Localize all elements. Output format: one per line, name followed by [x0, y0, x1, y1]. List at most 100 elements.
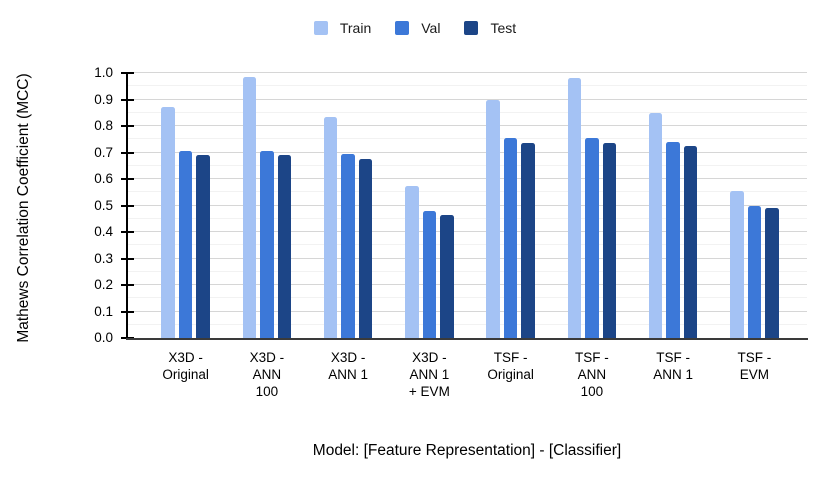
legend-item-val: Val: [395, 20, 440, 36]
minor-gridline: [127, 85, 807, 87]
y-tick-label: 0.4: [94, 224, 113, 239]
y-tick: [121, 72, 134, 74]
legend-swatch-test: [464, 21, 479, 35]
bar-group-tsf-evm: [714, 73, 795, 338]
minor-gridline: [127, 297, 807, 299]
bar-test-x3d-original: [196, 155, 210, 338]
minor-gridline: [127, 323, 807, 325]
y-tick-label: 0.7: [94, 144, 113, 160]
x-label-cell: X3D - Original: [145, 349, 226, 400]
y-tick-label: 1.0: [94, 65, 113, 80]
major-gridline: [127, 284, 807, 285]
bar-train-tsf-evm: [730, 190, 744, 338]
major-gridline: [127, 204, 807, 206]
y-tick: [121, 231, 134, 233]
bar-val-tsf-ann-100: [585, 137, 599, 338]
y-tick-label: 0.5: [94, 197, 113, 213]
bar-group-x3d-original: [145, 73, 226, 338]
bar-test-x3d-ann-1-evm: [440, 214, 454, 338]
x-label-tsf-ann-100: TSF - ANN 100: [575, 350, 609, 399]
minor-gridline: [127, 244, 807, 246]
bar-train-x3d-ann-1: [323, 116, 338, 338]
major-gridline: [127, 231, 807, 232]
major-gridline: [127, 151, 807, 153]
x-axis-title: Model: [Feature Representation] - [Class…: [312, 442, 622, 459]
x-label-cell: TSF - ANN 100: [551, 349, 632, 400]
x-axis-labels: X3D - Original X3D - ANN 100 X3D - ANN 1 X3…: [145, 349, 795, 400]
bar-group-tsf-ann-1: [633, 73, 714, 338]
y-tick: [121, 125, 134, 127]
bar-train-tsf-ann-1: [648, 112, 663, 338]
bar-group-x3d-ann-100: [226, 73, 307, 338]
major-gridline: [127, 310, 807, 312]
y-tick-label: 0.9: [94, 91, 113, 107]
plot-area: [127, 72, 807, 338]
bar-val-x3d-original: [178, 151, 193, 338]
minor-gridline: [127, 270, 807, 272]
bar-test-tsf-ann-1: [683, 145, 698, 338]
bar-val-tsf-ann-1: [666, 141, 680, 338]
major-gridline: [127, 178, 807, 179]
legend-label-val: Val: [421, 20, 441, 36]
y-tick-label: 0.3: [94, 250, 113, 266]
minor-gridline: [127, 217, 807, 219]
legend-label-test: Test: [490, 20, 517, 36]
x-axis-line: [126, 337, 808, 340]
y-tick: [121, 284, 134, 286]
x-label-x3d-ann-1: X3D - ANN 1: [328, 350, 368, 382]
bar-train-tsf-original: [486, 99, 500, 338]
y-tick: [121, 151, 134, 154]
y-tick-label: 0.6: [94, 171, 113, 186]
bar-test-tsf-ann-100: [602, 143, 617, 338]
minor-gridline: [127, 138, 807, 140]
y-tick: [121, 178, 134, 180]
legend-item-train: Train: [313, 20, 372, 36]
legend: Train Val Test: [0, 20, 830, 36]
bar-train-x3d-ann-100: [242, 76, 257, 338]
x-label-x3d-ann-1-evm: X3D - ANN 1 + EVM: [408, 350, 450, 399]
y-tick: [121, 204, 134, 207]
x-label-cell: TSF - Original: [470, 349, 551, 400]
x-label-cell: X3D - ANN 1: [308, 349, 389, 400]
bar-val-x3d-ann-1-evm: [422, 210, 437, 338]
bar-test-x3d-ann-100: [277, 155, 292, 338]
minor-gridline: [127, 111, 807, 113]
bar-val-x3d-ann-100: [260, 151, 274, 338]
x-label-x3d-ann-100: X3D - ANN 100: [249, 350, 285, 399]
legend-swatch-val: [395, 21, 410, 35]
x-label-cell: X3D - ANN 100: [226, 349, 307, 400]
x-label-tsf-ann-1: TSF - ANN 1: [653, 350, 693, 382]
bar-val-tsf-original: [503, 137, 518, 338]
bar-val-x3d-ann-1: [341, 153, 355, 338]
x-label-cell: TSF - EVM: [714, 349, 795, 400]
bar-train-tsf-ann-100: [567, 78, 582, 338]
x-label-tsf-evm: TSF - EVM: [737, 350, 772, 382]
x-label-cell: X3D - ANN 1 + EVM: [389, 349, 470, 400]
bar-group-tsf-ann-100: [551, 73, 632, 338]
major-gridline: [127, 125, 807, 126]
bar-test-tsf-evm: [765, 208, 779, 338]
major-gridline: [127, 98, 807, 100]
y-tick-label: 0.8: [94, 118, 113, 133]
y-tick: [121, 98, 134, 101]
y-tick: [121, 257, 134, 260]
minor-gridline: [127, 164, 807, 166]
major-gridline: [127, 72, 807, 73]
y-tick: [121, 310, 134, 313]
bar-train-x3d-ann-1-evm: [405, 185, 419, 338]
x-label-x3d-original: X3D - Original: [162, 350, 209, 382]
legend-item-test: Test: [464, 20, 516, 36]
legend-label-train: Train: [339, 20, 372, 36]
bar-test-x3d-ann-1: [358, 159, 373, 338]
legend-swatch-train: [313, 21, 328, 35]
bar-group-x3d-ann-1: [308, 73, 389, 338]
bars-row: [145, 73, 795, 338]
x-label-tsf-original: TSF - Original: [487, 350, 534, 382]
y-tick-label: 0.0: [94, 330, 113, 345]
y-tick-label: 0.2: [94, 277, 113, 292]
bar-val-tsf-evm: [747, 205, 762, 338]
major-gridline: [127, 257, 807, 259]
y-tick-label: 0.1: [94, 303, 113, 319]
bar-group-x3d-ann-1-evm: [389, 73, 470, 338]
